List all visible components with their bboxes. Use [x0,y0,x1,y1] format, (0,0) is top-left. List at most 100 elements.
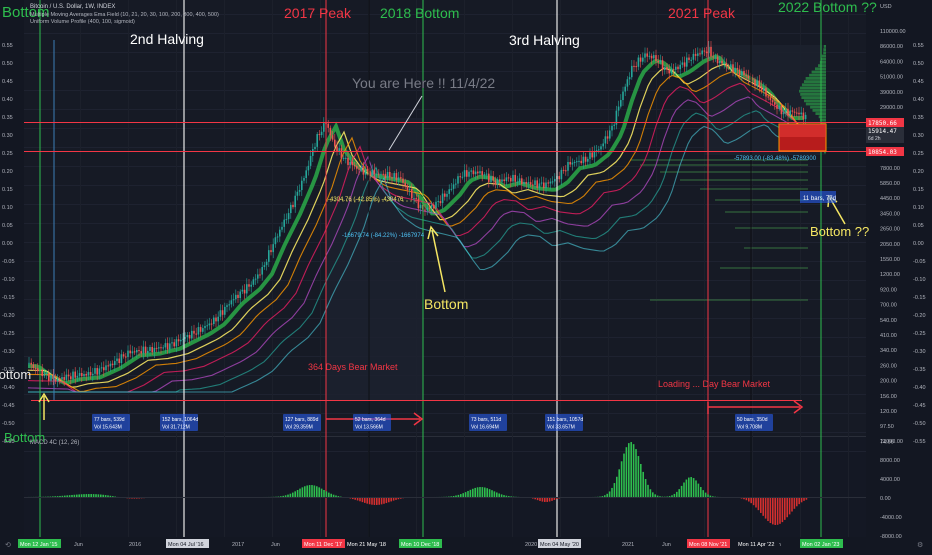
candle-body [440,201,442,203]
candle-body [484,174,486,175]
right-axis-label: -0.35 [913,367,926,373]
macd-bar [786,497,788,517]
macd-bar [290,494,292,497]
scroll-left-icon[interactable]: ⟲ [5,542,11,549]
macd-bar [686,480,688,497]
right-axis-label: 0.20 [913,169,924,175]
macd-bar [647,485,649,497]
macd-bar [64,496,66,497]
candle-body [316,134,318,147]
left-axis-label: -0.15 [2,295,15,301]
volume-bar [812,109,826,112]
candle-body [602,143,604,146]
candle-body [266,262,268,265]
left-axis-label: 0.55 [2,43,13,49]
right-axis-label: -0.55 [913,439,926,445]
macd-bar [626,447,628,497]
candle-body [398,177,400,180]
candle-body [294,196,296,207]
macd-bar [777,497,779,525]
time-axis-label: 2017 [232,542,244,548]
candle-body [490,176,492,182]
macd-bar [472,489,474,497]
price-axis-label: 3450.00 [880,211,900,217]
candle-body [690,60,692,61]
candle-body [264,265,266,267]
annotation-peak-2021: 2021 Peak [668,5,736,21]
candle-body [371,170,373,176]
candle-body [121,354,123,363]
candle-body [165,343,167,347]
candle-body [561,170,563,179]
candle-body [756,80,758,85]
candle-body [242,290,244,292]
candle-body [717,57,719,64]
candle-body [671,69,673,73]
annotation-you-are-here: You are Here !! 11/4/22 [352,75,495,91]
macd-bar [112,496,114,497]
macd-bar [299,489,301,497]
right-axis-label: 0.05 [913,223,924,229]
macd-bar [318,487,320,497]
candle-body [748,76,750,78]
macd-bar [645,479,647,497]
candle-body [407,186,409,191]
left-axis-label: 0.00 [2,241,13,247]
volume-bar [823,51,826,54]
macd-bar [278,497,280,498]
candle-body [444,194,446,197]
candle-body [101,367,103,368]
candle-body [609,130,611,138]
macd-bar [599,497,601,498]
candle-body [358,169,360,170]
macd-bar [611,488,613,497]
candle-body [668,70,670,74]
left-axis-label: -0.25 [2,331,15,337]
candle-body [598,149,600,150]
left-axis-label: -0.40 [2,385,15,391]
volume-bar [806,103,826,106]
candle-body [257,274,259,278]
stat-box-line1: 151 bars, 1057d [547,417,583,423]
candle-body [451,189,453,190]
settings-icon[interactable]: ⚙ [917,541,923,549]
candle-body [783,112,785,114]
stat-box-line2: Vol 13.566M [355,425,383,431]
candle-body [633,66,635,67]
candle-body [198,327,200,334]
candle-body [376,174,378,175]
right-axis-label: -0.05 [913,259,926,265]
candle-body [567,162,569,171]
measure-2017: -4304.76 (-42.85%) -430476 [328,197,404,203]
macd-bar [374,497,376,505]
candle-body [28,363,30,364]
left-axis-label: 0.15 [2,187,13,193]
candle-body [343,158,345,159]
candle-body [607,136,609,138]
macd-bar [510,496,512,497]
candle-body [437,201,439,202]
macd-bar [659,496,661,497]
right-axis-label: 0.45 [913,79,924,85]
price-axis-label: 4450.00 [880,196,900,202]
candle-body [37,368,39,371]
macd-bar [791,497,793,512]
measure-2018: -16679.74 (-84.22%) -1667974 [342,233,425,239]
macd-bar [110,496,112,497]
header-indicator-1: Multiple Moving Averages Ema Field (10, … [30,12,219,18]
candle-body [349,162,351,165]
price-axis-label: 920.00 [880,287,897,293]
macd-bar [755,497,757,508]
time-axis-highlight-label: Mon 21 May '18 [347,542,386,548]
volume-bar [822,58,826,61]
candle-body [178,339,180,341]
candle-body [704,51,706,52]
time-axis-highlight-label: Mon 12 Jan '15 [20,542,57,548]
candle-body [127,351,129,357]
macd-bar [633,444,635,497]
macd-bar [450,496,452,497]
macd-bar [484,487,486,497]
candle-body [391,177,393,178]
